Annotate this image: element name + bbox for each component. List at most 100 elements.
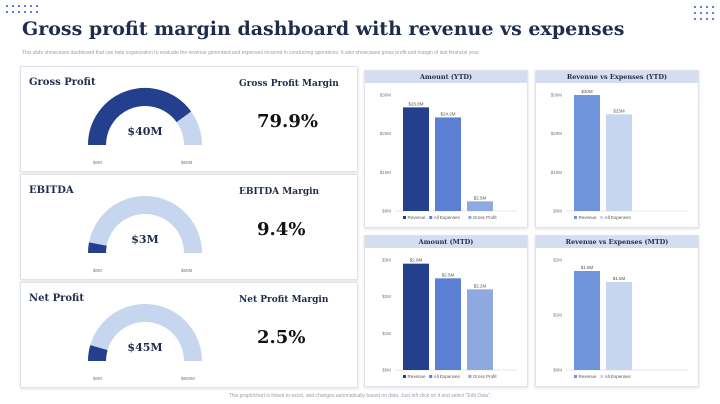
- legend-label: Gross Profit: [473, 374, 498, 379]
- legend-swatch: [600, 216, 604, 219]
- legend-swatch: [574, 375, 577, 378]
- legend-label: Revenue: [579, 374, 598, 379]
- gauge-chart: [88, 304, 202, 362]
- legend-label: All Expenses: [434, 374, 461, 379]
- bar-chart-svg: $0M $10M $20M $30M $30M $25M Revenue All Expens…: [551, 89, 688, 220]
- chart-title: Amount (YTD): [365, 71, 527, 83]
- legend-label: Gross Profit: [473, 215, 498, 220]
- margin-label: EBITDA Margin: [239, 187, 320, 197]
- y-tick-label: $0M: [382, 368, 391, 373]
- bar-chart-svg: $0M $1M $2M $3M $2.9M $2.5M $2.2M Revenue All Ex…: [382, 258, 517, 379]
- gauge-min-label: $0M: [93, 160, 102, 165]
- y-tick-label: $30M: [551, 93, 563, 98]
- legend-swatch: [429, 375, 433, 378]
- data-label: $2.5M: [474, 195, 487, 200]
- legend-swatch: [468, 216, 472, 219]
- kpi-value: $3M: [131, 233, 159, 246]
- gauge: $3M $0M $50M: [79, 187, 211, 277]
- bar-chart-svg: $0M $10M $20M $30M $26.8M $24.2M $2.5M Revenue A…: [380, 93, 517, 220]
- legend-swatch: [468, 375, 472, 378]
- legend-swatch: [429, 216, 433, 219]
- chart-title: Revenue vs Expenses (YTD): [536, 71, 698, 83]
- y-tick-label: $1M: [382, 331, 391, 336]
- margin-value: 79.9%: [257, 111, 318, 132]
- legend-label: All Expenses: [605, 215, 632, 220]
- margin-value: 2.5%: [257, 327, 306, 348]
- data-label: $1.6M: [613, 276, 626, 281]
- bar: [606, 114, 632, 211]
- kpi-value: $45M: [127, 341, 163, 354]
- data-label: $2.2M: [474, 283, 487, 288]
- y-tick-label: $0M: [382, 209, 391, 214]
- gauge-fill: [88, 88, 192, 146]
- gauge-chart: [88, 88, 202, 146]
- gauge-min-label: $0M: [93, 376, 102, 381]
- y-tick-label: $0M: [553, 209, 562, 214]
- data-label: $24.2M: [440, 111, 455, 116]
- gauge-max-label: $500M: [181, 376, 195, 381]
- revenue-vs-expenses-ytd-chart: Revenue vs Expenses (YTD) $0M $10M $20M $30…: [535, 70, 699, 228]
- amount-mtd-chart: Amount (MTD) $0M $1M $2M $3M $2.9M $2.5M $2.2M…: [364, 235, 528, 387]
- data-label: $1.8M: [581, 265, 594, 270]
- y-tick-label: $20M: [551, 131, 563, 136]
- y-tick-label: $3M: [382, 258, 391, 263]
- margin-value: 9.4%: [257, 219, 306, 240]
- y-tick-label: $10M: [380, 170, 392, 175]
- bar: [403, 263, 429, 370]
- bar: [403, 107, 429, 211]
- gauge-track: [88, 304, 202, 362]
- y-tick-label: $1M: [553, 313, 562, 318]
- chart-title: Revenue vs Expenses (MTD): [536, 236, 698, 248]
- gauge-max-label: $50M: [181, 160, 193, 165]
- legend-swatch: [574, 216, 577, 219]
- y-tick-label: $10M: [551, 170, 563, 175]
- kpi-value: $40M: [127, 125, 163, 138]
- y-tick-label: $30M: [380, 93, 392, 98]
- revenue-vs-expenses-mtd-chart: Revenue vs Expenses (MTD) $0M $1M $2M $1.8M…: [535, 235, 699, 387]
- gauge-track: [88, 196, 202, 254]
- margin-label: Net Profit Margin: [239, 295, 329, 305]
- data-label: $26.8M: [408, 101, 423, 106]
- amount-ytd-chart: Amount (YTD) $0M $10M $20M $30M $26.8M $24.2M…: [364, 70, 528, 228]
- footer-note: This graph/chart is linked to excel, and…: [228, 393, 492, 399]
- decorative-dots: [6, 5, 38, 13]
- page-title: Gross profit margin dashboard with reven…: [22, 18, 625, 40]
- legend-label: Revenue: [579, 215, 598, 220]
- y-tick-label: $2M: [382, 294, 391, 299]
- ebitda-panel: EBITDA $3M $0M $50M EBITDA Margin 9.4%: [20, 174, 358, 280]
- bar: [606, 282, 632, 370]
- bar: [435, 278, 461, 370]
- chart-title: Amount (MTD): [365, 236, 527, 248]
- net-profit-panel: Net Profit $45M $0M $500M Net Profit Mar…: [20, 282, 358, 388]
- bar: [574, 271, 600, 370]
- bar: [467, 201, 493, 211]
- data-label: $25M: [613, 108, 625, 113]
- page-subtitle: This slide showcases dashboard that can …: [22, 50, 480, 56]
- legend-label: All Expenses: [434, 215, 461, 220]
- gauge: $45M $0M $500M: [79, 295, 211, 385]
- gauge-fill: [88, 345, 108, 362]
- legend-label: Revenue: [408, 215, 427, 220]
- gauge-min-label: $0M: [93, 268, 102, 273]
- bar-chart-svg: $0M $1M $2M $1.8M $1.6M Revenue All Expenses: [553, 258, 688, 379]
- legend-swatch: [403, 216, 406, 219]
- gross-profit-panel: Gross Profit $40M $0M $50M Gross Profit …: [20, 66, 358, 172]
- bar: [467, 289, 493, 370]
- kpi-label: EBITDA: [29, 185, 74, 196]
- y-tick-label: $20M: [380, 131, 392, 136]
- legend-label: All Expenses: [605, 374, 632, 379]
- gauge-chart: [88, 196, 202, 254]
- gauge-max-label: $50M: [181, 268, 193, 273]
- legend-label: Revenue: [408, 374, 427, 379]
- kpi-label: Gross Profit: [29, 77, 96, 88]
- y-tick-label: $2M: [553, 258, 562, 263]
- y-tick-label: $0M: [553, 368, 562, 373]
- legend-swatch: [600, 375, 604, 378]
- legend-swatch: [403, 375, 406, 378]
- data-label: $30M: [581, 89, 593, 94]
- gauge-fill: [88, 242, 107, 254]
- decorative-dots-right: [694, 6, 714, 20]
- kpi-label: Net Profit: [29, 293, 84, 304]
- bar: [574, 95, 600, 211]
- data-label: $2.5M: [442, 272, 455, 277]
